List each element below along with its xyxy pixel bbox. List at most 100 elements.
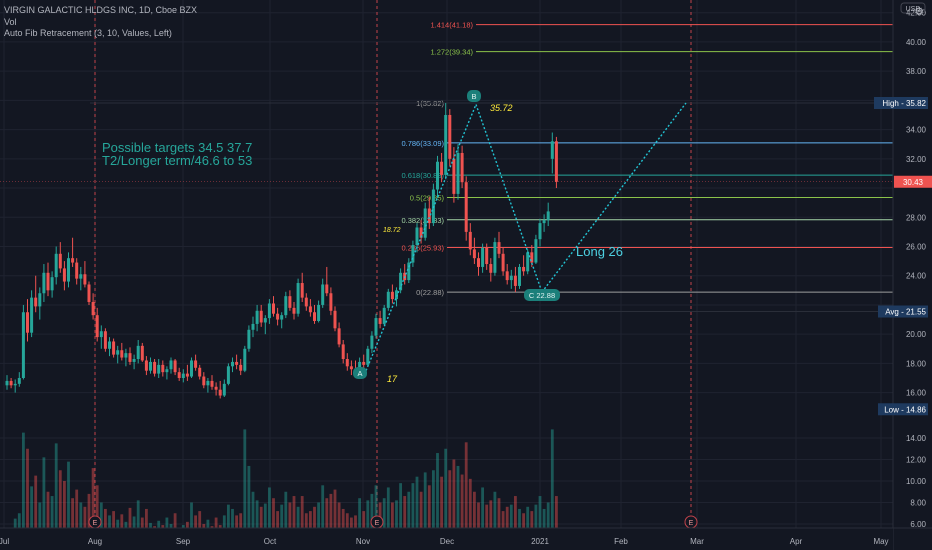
candle-body <box>460 152 464 183</box>
volume-bar <box>489 500 493 528</box>
candle-body <box>255 310 259 324</box>
candle-body <box>46 272 50 291</box>
volume-bar <box>481 487 484 528</box>
volume-bar <box>555 496 558 528</box>
candle-body <box>481 247 485 267</box>
earnings-marker-label: E <box>375 520 380 527</box>
candle-body <box>554 141 558 182</box>
volume-bar <box>329 493 333 528</box>
volume-bar <box>95 485 99 528</box>
volume-bar <box>300 496 304 528</box>
volume-label: Vol <box>4 17 17 27</box>
candle-body <box>116 350 120 355</box>
candle-body <box>436 161 439 190</box>
volume-bar <box>50 496 54 528</box>
candle-body <box>522 266 526 272</box>
volume-bar <box>386 487 390 528</box>
price-stat-badge <box>878 305 928 318</box>
volume-bar <box>337 502 341 528</box>
volume-bar <box>423 472 427 528</box>
volume-bar <box>140 517 144 528</box>
volume-bar <box>436 453 439 528</box>
volume-bar <box>448 470 452 528</box>
settings-gear-icon[interactable]: ⚙ <box>914 6 924 18</box>
x-tick-label: Oct <box>264 537 277 546</box>
volume-bar <box>505 506 509 528</box>
candle-body <box>292 307 296 314</box>
candle-body <box>329 293 333 311</box>
candle-body <box>214 386 218 390</box>
candle-body <box>231 361 234 367</box>
currency-badge <box>900 2 926 14</box>
candle-body <box>321 284 325 305</box>
volume-bar <box>206 519 210 528</box>
pivot-c-label: C 22.88 <box>529 291 555 300</box>
volume-bar <box>317 502 320 528</box>
candle-body <box>509 275 513 281</box>
volume-bar <box>501 511 505 528</box>
candle-body <box>161 364 165 373</box>
ab-length-label: 18.72 <box>383 227 401 234</box>
price-stat-label: High - 35.82 <box>882 99 926 108</box>
volume-bar <box>239 513 243 528</box>
candle-body <box>5 380 9 386</box>
candle-body <box>333 310 337 329</box>
candle-body <box>378 318 382 324</box>
candle-body <box>75 262 79 279</box>
current-price-label: 30.43 <box>903 178 924 187</box>
volume-bar <box>485 504 489 528</box>
x-tick-label: Aug <box>88 537 102 546</box>
volume-bar <box>407 491 411 528</box>
fib-level-label: 0.382(27.83) <box>401 216 444 225</box>
candle-body <box>235 361 239 365</box>
candle-body <box>218 389 222 396</box>
volume-bar <box>263 503 267 528</box>
currency-label: USD <box>906 6 921 13</box>
candle-body <box>505 271 509 281</box>
volume-bar <box>370 493 374 528</box>
x-tick-label: Apr <box>790 537 803 546</box>
volume-bar <box>132 516 136 528</box>
ab-leg-line <box>362 104 477 379</box>
x-tick-label: Sep <box>176 537 191 546</box>
candle-body <box>419 227 423 238</box>
candle-body <box>149 361 152 371</box>
volume-bar <box>366 500 370 528</box>
volume-bar <box>272 498 275 528</box>
volume-bar <box>128 507 132 528</box>
price-tick-label: 12.00 <box>906 456 927 465</box>
volume-bar <box>104 508 107 528</box>
candle-body <box>386 291 390 308</box>
candle-body <box>132 359 136 362</box>
candle-body <box>30 297 34 333</box>
candle-body <box>456 152 460 194</box>
volume-bar <box>473 491 476 528</box>
candle-body <box>17 378 21 384</box>
volume-bar <box>415 476 419 528</box>
candle-body <box>103 331 107 349</box>
x-tick-label: 2021 <box>531 537 549 546</box>
candle-body <box>222 383 226 396</box>
volume-bar <box>91 468 95 528</box>
candle-body <box>284 296 288 316</box>
candle-body <box>177 372 181 378</box>
volume-bar <box>345 513 349 528</box>
earnings-marker-label: E <box>93 520 98 527</box>
volume-bar <box>222 515 226 528</box>
volume-bar <box>292 496 296 528</box>
volume-bar <box>83 506 87 528</box>
volume-bar <box>550 429 554 528</box>
volume-bar <box>116 519 120 528</box>
bc-leg-line <box>475 104 543 293</box>
b-value-label: 35.72 <box>490 103 513 113</box>
candle-body <box>173 360 177 373</box>
candle-body <box>370 335 374 349</box>
volume-bar <box>268 487 271 528</box>
volume-bar <box>456 465 460 528</box>
time-axis <box>0 528 893 550</box>
fib-level-label: 1.272(39.34) <box>430 48 473 57</box>
candle-body <box>468 231 472 250</box>
candle-body <box>140 345 144 361</box>
candle-body <box>407 262 411 281</box>
